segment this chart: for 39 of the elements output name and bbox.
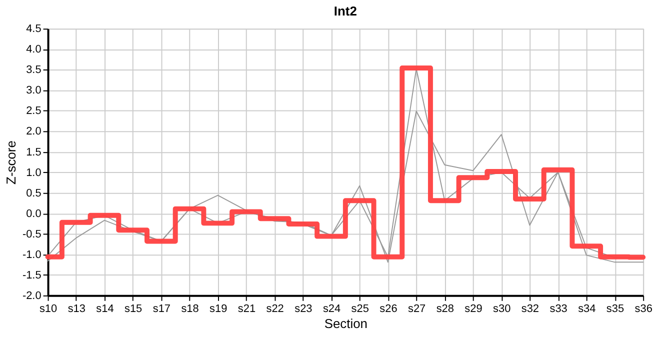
y-tick-label: -1.5 xyxy=(22,269,42,282)
y-tick-label: 1.0 xyxy=(26,166,42,179)
x-tick-label: s28 xyxy=(436,302,454,315)
y-tick-label: 2.0 xyxy=(26,126,42,138)
x-tick-label: s30 xyxy=(493,302,511,315)
x-tick-label: s14 xyxy=(96,302,114,315)
y-tick-label: -1.0 xyxy=(22,248,42,261)
y-tick-label: 3.5 xyxy=(26,64,42,76)
y-tick-label: -2.0 xyxy=(22,290,42,302)
x-tick-label: s10 xyxy=(39,302,58,315)
x-tick-label: s36 xyxy=(634,302,652,315)
x-axis-title: Section xyxy=(324,316,368,331)
x-tick-label: s29 xyxy=(464,302,482,315)
y-tick-label: 4.0 xyxy=(26,44,42,56)
x-tick-label: s17 xyxy=(152,302,170,315)
y-tick-label: 0.5 xyxy=(26,187,42,200)
x-tick-label: s34 xyxy=(578,302,596,315)
y-tick-label: 1.5 xyxy=(26,146,42,158)
y-tick-label: 0.0 xyxy=(26,208,42,220)
x-tick-label: s27 xyxy=(408,302,426,315)
x-tick-label: s19 xyxy=(210,302,228,315)
y-tick-label: 2.5 xyxy=(26,105,42,118)
x-tick-label: s13 xyxy=(68,302,86,315)
x-tick-label: s25 xyxy=(351,302,369,315)
y-tick-label: 3.0 xyxy=(26,84,42,97)
x-tick-label: s23 xyxy=(294,302,312,315)
x-tick-label: s22 xyxy=(266,302,284,315)
x-tick-label: s18 xyxy=(181,302,199,315)
x-tick-label: s24 xyxy=(322,302,341,315)
x-tick-label: s21 xyxy=(238,302,256,315)
x-tick-label: s32 xyxy=(521,302,540,315)
y-axis-title: Z-score xyxy=(3,140,18,184)
x-tick-label: s15 xyxy=(124,302,142,315)
chart-title: Int2 xyxy=(334,4,357,19)
y-tick-label: 4.5 xyxy=(26,23,42,36)
x-tick-label: s26 xyxy=(380,302,398,315)
x-tick-label: s35 xyxy=(606,302,624,315)
x-tick-label: s33 xyxy=(550,302,568,315)
y-tick-label: -0.5 xyxy=(22,228,42,240)
